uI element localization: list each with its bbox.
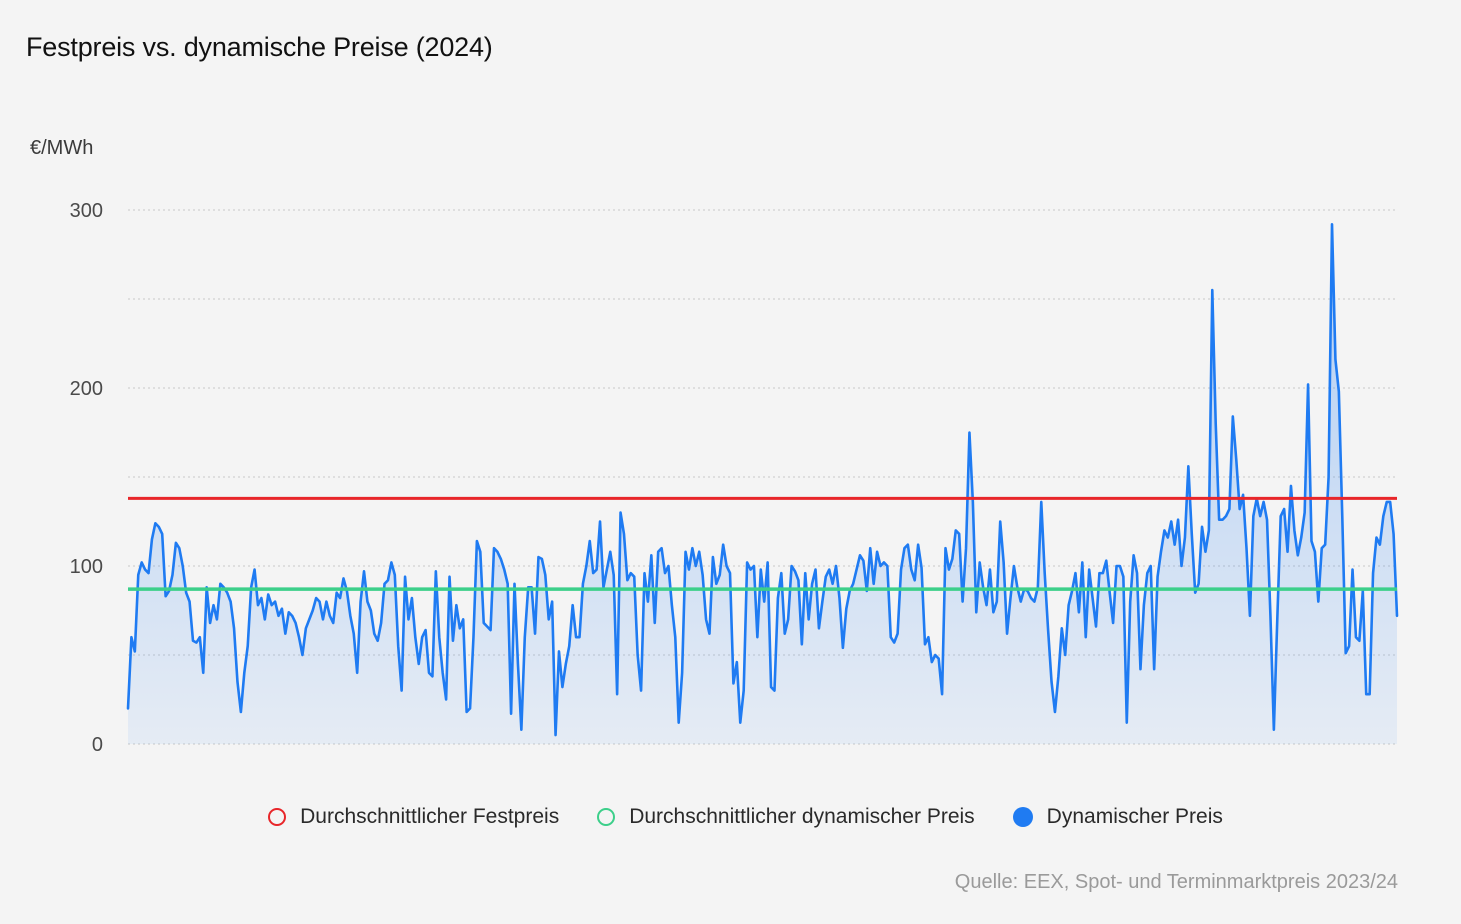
chart-title: Festpreis vs. dynamische Preise (2024)	[26, 32, 493, 62]
y-tick-label: 300	[70, 200, 103, 222]
legend: Durchschnittlicher Festpreis Durchschnit…	[0, 805, 1461, 829]
legend-label: Dynamischer Preis	[1046, 805, 1223, 828]
dynamic-price-area	[128, 224, 1397, 745]
dynamic-price-line	[126, 222, 1399, 737]
legend-item-fixed-price[interactable]: Durchschnittlicher Festpreis	[268, 805, 559, 829]
legend-label: Durchschnittlicher Festpreis	[300, 805, 560, 828]
y-tick-label: 100	[70, 556, 103, 578]
legend-marker-red-ring-icon	[268, 808, 287, 826]
legend-item-dynamic-price[interactable]: Dynamischer Preis	[1012, 805, 1223, 829]
y-tick-label: 0	[92, 734, 103, 756]
legend-marker-blue-dot-icon	[1012, 807, 1033, 827]
y-axis-unit-label: €/MWh	[30, 137, 94, 159]
y-tick-label: 200	[70, 378, 103, 400]
legend-item-avg-dynamic-price[interactable]: Durchschnittlicher dynamischer Preis	[597, 805, 975, 829]
y-tick-labels: 0 100 200 300	[70, 200, 103, 756]
source-note: Quelle: EEX, Spot- und Terminmarktpreis …	[954, 871, 1398, 893]
legend-marker-green-ring-icon	[597, 808, 616, 826]
legend-label: Durchschnittlicher dynamischer Preis	[629, 805, 975, 828]
